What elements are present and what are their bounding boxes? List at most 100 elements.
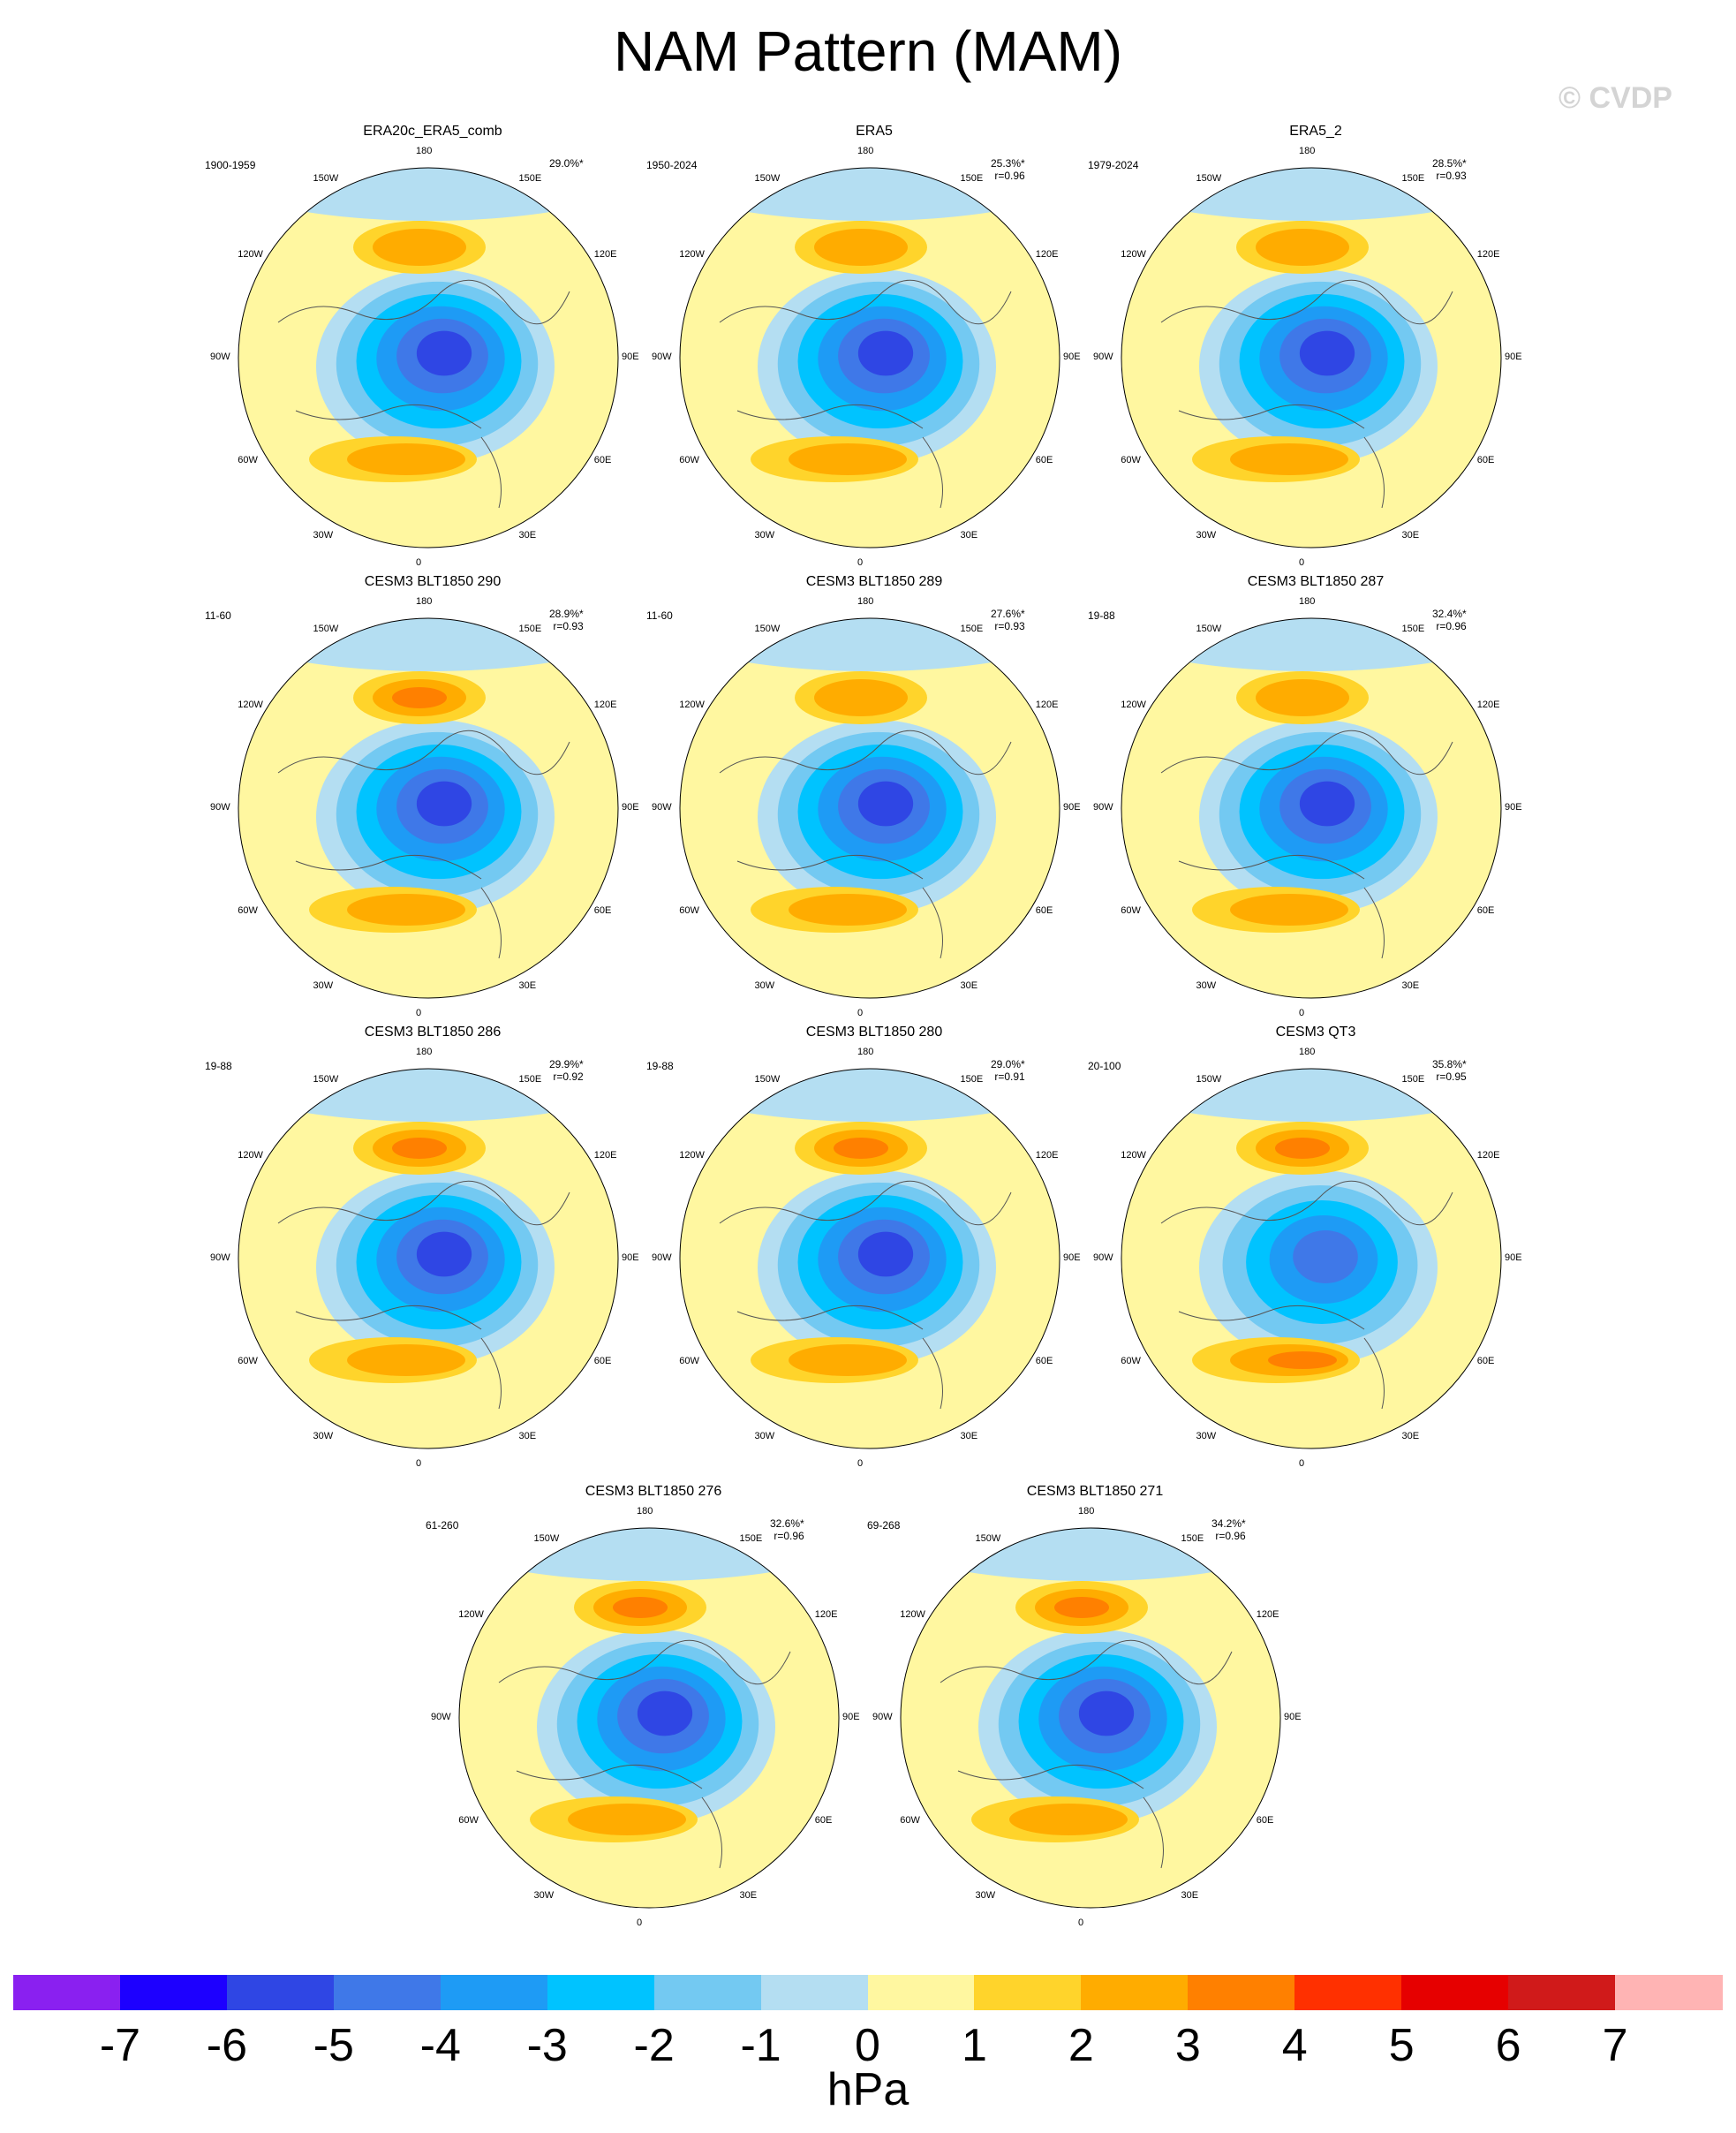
coastlines (719, 1180, 1012, 1410)
longitude-label: 180 (1299, 1047, 1316, 1057)
longitude-label: 90E (622, 1252, 639, 1263)
longitude-label: 90E (1505, 352, 1522, 362)
colorbar-tick-label: 0 (855, 2020, 880, 2071)
contour-pacific-positive (392, 1138, 447, 1159)
longitude-label: 30W (313, 529, 334, 541)
longitude-label: 120W (458, 1608, 484, 1620)
longitude-label: 180 (1078, 1506, 1095, 1517)
pattern-correlation: r=0.95 (1436, 1070, 1467, 1083)
longitude-label: 60W (238, 454, 258, 465)
longitude-label: 60W (679, 904, 699, 916)
longitude-label: 60E (1476, 1355, 1495, 1366)
contour-pacific-positive (834, 1138, 888, 1159)
polar-map (238, 1068, 619, 1449)
copyright-watermark: © CVDP (1559, 81, 1672, 115)
longitude-label: 150E (1181, 1533, 1204, 1545)
longitude-label: 150W (313, 624, 339, 635)
colorbar-tick-label: 2 (1068, 2020, 1094, 2071)
pattern-correlation: r=0.93 (994, 620, 1025, 632)
longitude-label: 180 (637, 1506, 653, 1517)
panel-period: 11-60 (646, 609, 673, 622)
longitude-label: 120W (900, 1608, 925, 1620)
longitude-label: 180 (416, 1047, 433, 1057)
longitude-label: 30W (1196, 529, 1217, 541)
map-fill (1121, 168, 1501, 548)
longitude-label: 0 (857, 1458, 864, 1469)
longitude-label: 30E (1401, 980, 1420, 991)
colorbar-cell (333, 1975, 442, 2010)
pattern-correlation: r=0.93 (553, 620, 584, 632)
longitude-label: 60E (1035, 1355, 1053, 1366)
longitude-label: 30W (754, 529, 775, 541)
longitude-label: 150W (313, 1074, 339, 1085)
panel-period: 19-88 (1088, 609, 1115, 622)
contour-negative-level (1299, 330, 1355, 376)
longitude-label: 120E (814, 1608, 838, 1620)
longitude-label: 60E (814, 1814, 833, 1826)
variance-explained: 27.6%* (991, 608, 1025, 620)
colorbar-tick-label: 6 (1495, 2020, 1521, 2071)
polar-map (458, 1527, 840, 1909)
colorbar-cell (13, 1975, 121, 2010)
map-fill (680, 618, 1060, 998)
longitude-label: 90W (872, 1712, 893, 1722)
longitude-label: 60E (1035, 454, 1053, 465)
longitude-label: 120W (238, 699, 263, 710)
longitude-label: 150E (960, 173, 984, 185)
colorbar-cell (867, 1975, 975, 2010)
panel-title: CESM3 BLT1850 287 (1247, 574, 1385, 589)
coastlines (277, 1180, 570, 1410)
contour-pacific-positive (814, 679, 908, 716)
longitude-label: 60W (1121, 454, 1141, 465)
coastlines (719, 279, 1012, 509)
colorbar-cell (1401, 1975, 1509, 2010)
longitude-label: 0 (1299, 557, 1305, 568)
panel-variance: 29.0%* r=0.91 (991, 1058, 1025, 1083)
longitude-label: 60W (679, 454, 699, 465)
colorbar-tick-label: -3 (526, 2020, 568, 2071)
longitude-label: 90E (1063, 802, 1081, 813)
colorbar-cell (226, 1975, 335, 2010)
panel-period: 1950-2024 (646, 159, 698, 171)
longitude-label: 90W (652, 802, 672, 813)
contour-pacific-positive (1256, 679, 1349, 716)
map-border (238, 167, 619, 548)
colorbar-cell (653, 1975, 762, 2010)
panel-period: 61-260 (426, 1519, 459, 1532)
panel-title: CESM3 BLT1850 289 (805, 574, 943, 589)
map-border (1121, 167, 1502, 548)
longitude-label: 120E (593, 1149, 617, 1161)
panel-title: ERA5 (856, 124, 893, 139)
longitude-label: 120W (679, 248, 705, 260)
longitude-label: 30E (518, 1430, 537, 1441)
colorbar-cell (547, 1975, 655, 2010)
longitude-label: 30E (518, 980, 537, 991)
longitude-label: 30E (518, 529, 537, 541)
panel-variance: 29.9%* r=0.92 (549, 1058, 584, 1083)
panel-title: CESM3 BLT1850 271 (1026, 1484, 1164, 1499)
map-fill (680, 1069, 1060, 1448)
colorbar-tick-label: 1 (961, 2020, 987, 2071)
longitude-label: 120E (1476, 1149, 1500, 1161)
polar-map (1121, 1068, 1502, 1449)
longitude-label: 30E (739, 1889, 758, 1901)
longitude-label: 30E (960, 529, 978, 541)
longitude-label: 30E (1401, 1430, 1420, 1441)
longitude-label: 90E (1284, 1712, 1302, 1722)
contour-negative-level (1299, 781, 1355, 827)
colorbar-cell (1294, 1975, 1402, 2010)
longitude-label: 180 (857, 1047, 874, 1057)
panel-period: 69-268 (867, 1519, 901, 1532)
longitude-label: 180 (857, 596, 874, 607)
longitude-label: 120W (238, 248, 263, 260)
longitude-label: 30W (754, 1430, 775, 1441)
map-fill (680, 168, 1060, 548)
longitude-label: 30W (1196, 1430, 1217, 1441)
longitude-label: 60E (1476, 904, 1495, 916)
map-border (238, 617, 619, 999)
map-border (1121, 617, 1502, 999)
coastlines (1160, 730, 1453, 959)
contour-pacific-positive (392, 687, 447, 708)
map-border (458, 1527, 840, 1909)
contour-pacific-positive (1054, 1597, 1109, 1618)
